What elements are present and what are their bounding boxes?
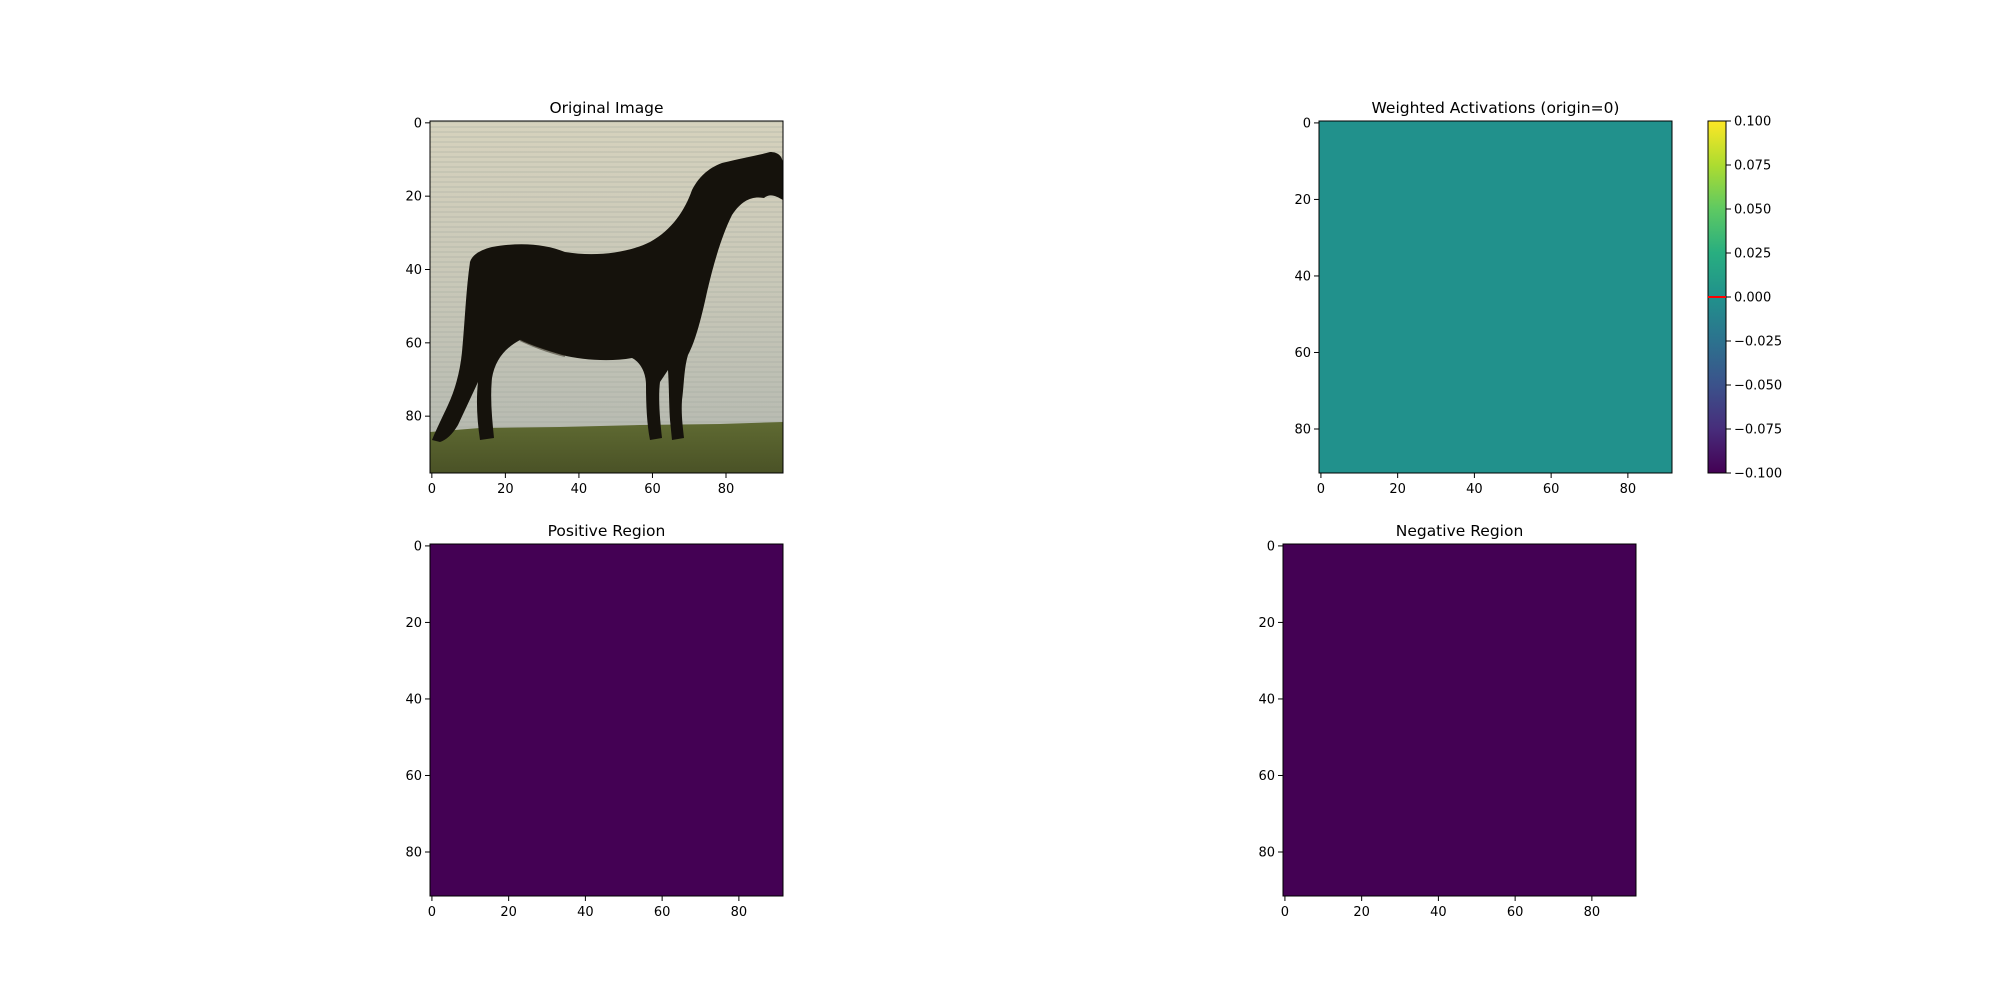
- negative-region-ytick-label: 0: [1267, 539, 1275, 554]
- original-image-xtick-label: 0: [428, 482, 436, 497]
- colorbar-tick-label: 0.000: [1734, 291, 1771, 306]
- weighted-activations-xtick-label: 40: [1466, 482, 1483, 497]
- photo-content: [430, 121, 783, 473]
- original-image-xtick-label: 20: [497, 482, 514, 497]
- colorbar-tick-label: −0.025: [1734, 335, 1782, 350]
- weighted-activations-xtick-label: 0: [1317, 482, 1325, 497]
- positive-region-xtick-label: 60: [654, 905, 671, 920]
- weighted-activations-ytick-label: 60: [1294, 346, 1311, 361]
- negative-region-xtick-label: 60: [1507, 905, 1524, 920]
- negative-region-ytick-label: 20: [1258, 616, 1275, 631]
- weighted-activations-xtick-label: 60: [1543, 482, 1560, 497]
- original-image-ytick-label: 40: [405, 263, 422, 278]
- colorbar: 0.100 0.075 0.050 0.025 0.000 −0.025 −0.050 −0.…: [1707, 115, 1782, 482]
- positive-region-ytick-label: 40: [405, 692, 422, 707]
- original-image-xtick-label: 60: [644, 482, 661, 497]
- original-image-ytick-label: 0: [414, 116, 422, 131]
- colorbar-tick-label: 0.075: [1734, 159, 1771, 174]
- colorbar-tick-label: 0.100: [1734, 115, 1771, 130]
- weighted-activations-frame: [1318, 120, 1673, 474]
- negative-region-title: Negative Region: [1396, 522, 1524, 540]
- colorbar-tick-label: −0.100: [1734, 467, 1782, 482]
- colorbar-tick-label: 0.050: [1734, 203, 1771, 218]
- original-image-ytick-label: 20: [405, 190, 422, 205]
- original-image-title: Original Image: [549, 99, 663, 117]
- positive-region-heatmap-image: [430, 544, 783, 896]
- original-image-xtick-label: 40: [571, 482, 588, 497]
- original-image-frame: [429, 120, 784, 474]
- negative-region-heatmap-image: [1283, 544, 1636, 896]
- negative-region-ytick-label: 60: [1258, 769, 1275, 784]
- weighted-activations-heatmap-image: [1319, 121, 1672, 473]
- positive-region-title: Positive Region: [548, 522, 666, 540]
- positive-region-xtick-label: 40: [577, 905, 594, 920]
- original-image-xtick-label: 80: [718, 482, 735, 497]
- weighted-activations-ytick-label: 0: [1303, 116, 1311, 131]
- positive-region-panel: Positive Region 0 20 40 60 80 0 20 40 60 80: [405, 522, 784, 920]
- weighted-activations-xtick-label: 80: [1620, 482, 1637, 497]
- positive-region-ytick-label: 20: [405, 616, 422, 631]
- positive-region-frame: [429, 543, 784, 897]
- negative-region-ytick-label: 40: [1258, 692, 1275, 707]
- weighted-activations-xtick-label: 20: [1389, 482, 1406, 497]
- negative-region-xtick-label: 0: [1281, 905, 1289, 920]
- positive-region-ytick-label: 80: [405, 846, 422, 861]
- weighted-activations-ytick-label: 40: [1294, 269, 1311, 284]
- positive-region-xtick-label: 20: [500, 905, 517, 920]
- weighted-activations-ytick-label: 80: [1294, 423, 1311, 438]
- weighted-activations-ytick-label: 20: [1294, 193, 1311, 208]
- positive-region-xtick-label: 0: [428, 905, 436, 920]
- negative-region-frame: [1282, 543, 1637, 897]
- original-image-ytick-label: 60: [405, 336, 422, 351]
- colorbar-tick-label: −0.075: [1734, 423, 1782, 438]
- colorbar-tick-label: −0.050: [1734, 379, 1782, 394]
- negative-region-xtick-label: 20: [1353, 905, 1370, 920]
- positive-region-xtick-label: 80: [731, 905, 748, 920]
- negative-region-xtick-label: 40: [1430, 905, 1447, 920]
- weighted-activations-title: Weighted Activations (origin=0): [1372, 99, 1620, 117]
- original-image-ytick-label: 80: [405, 410, 422, 425]
- colorbar-tick-label: 0.025: [1734, 247, 1771, 262]
- weighted-activations-panel: Weighted Activations (origin=0) 0 20 40 60 80…: [1294, 99, 1673, 497]
- positive-region-ytick-label: 60: [405, 769, 422, 784]
- original-image-panel: Original Image 0 20 40 60 80 0 20 40 60 80: [405, 99, 784, 497]
- negative-region-ytick-label: 80: [1258, 846, 1275, 861]
- positive-region-ytick-label: 0: [414, 539, 422, 554]
- negative-region-panel: Negative Region 0 20 40 60 80 0 20 40 60 80: [1258, 522, 1637, 920]
- negative-region-xtick-label: 80: [1584, 905, 1601, 920]
